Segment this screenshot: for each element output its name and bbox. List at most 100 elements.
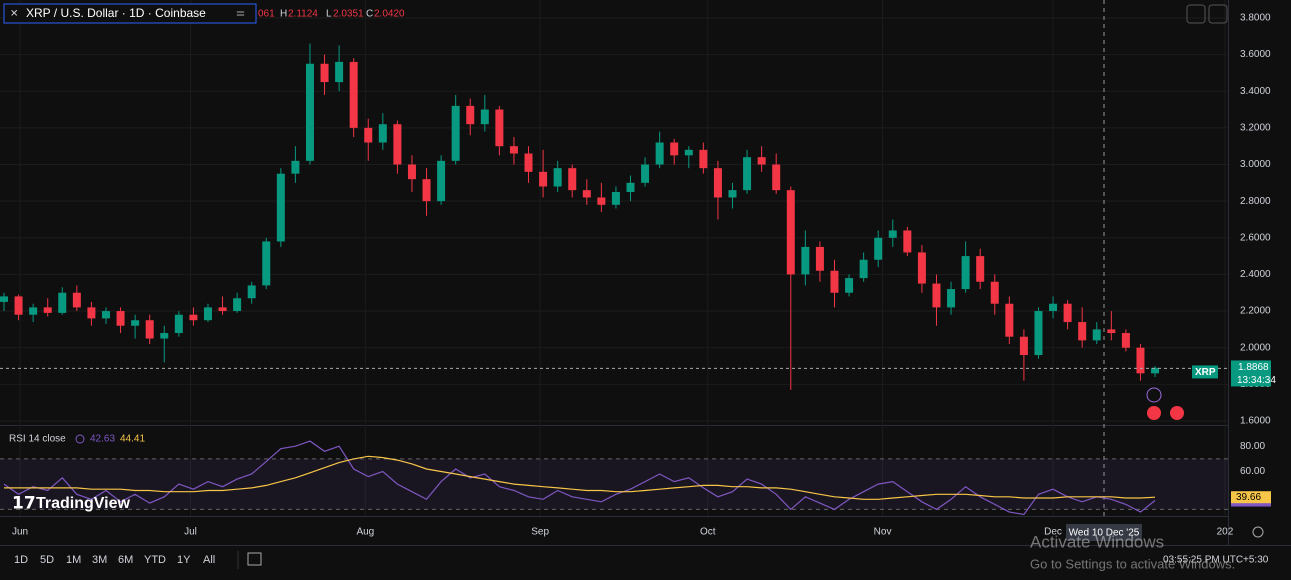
candle-body (845, 278, 854, 293)
candle-body (859, 259, 868, 279)
candle-body (29, 307, 38, 315)
candle-body (917, 252, 926, 284)
range-button[interactable]: YTD (144, 554, 166, 566)
rsi-value-label: 39.66 (1236, 492, 1261, 503)
x-tick-label: Aug (356, 527, 374, 538)
symbol-tag: XRP (1195, 367, 1216, 378)
rsi-ma-legend-value: 44.41 (120, 434, 145, 445)
rsi-band (0, 458, 1228, 510)
x-tick-label: 202 (1217, 527, 1234, 538)
candle-body (976, 256, 985, 282)
range-button[interactable]: 5D (40, 554, 54, 566)
event-icon[interactable] (1147, 406, 1161, 420)
x-tick-label: Oct (700, 527, 716, 538)
candle-body (597, 197, 606, 205)
candle-body (684, 149, 693, 156)
y-tick-label: 3.4000 (1240, 86, 1271, 97)
rsi-settings-icon[interactable] (75, 434, 85, 444)
symbol-tag-bg (1192, 365, 1218, 379)
y-tick-label: 3.6000 (1240, 49, 1271, 60)
range-button[interactable]: 1M (66, 554, 81, 566)
y-tick-label: 2.6000 (1240, 232, 1271, 243)
candle-body (524, 153, 533, 172)
candle-body (1107, 329, 1116, 334)
rsi-value-tag (1231, 491, 1271, 504)
candle-body (218, 307, 227, 312)
candle-body (1019, 336, 1028, 356)
candle-body (874, 237, 883, 260)
range-button[interactable]: 1D (14, 554, 28, 566)
symbol-title: XRP / U.S. Dollar · 1D · Coinbase (26, 6, 206, 20)
candle-body (947, 289, 956, 308)
candle-body (189, 314, 198, 321)
download-button[interactable] (1186, 4, 1206, 24)
candle-body (815, 246, 824, 271)
price-tag-bg (1231, 360, 1271, 387)
candle-body (990, 281, 999, 304)
rsi-line (4, 455, 1156, 500)
event-icon[interactable] (1146, 387, 1162, 403)
event-icon[interactable] (1170, 406, 1184, 420)
more-icon[interactable]: ⚌ (236, 8, 245, 19)
candle-body (1151, 367, 1160, 374)
high-value: 2.1124 (288, 9, 318, 20)
candle-body (320, 63, 329, 83)
candle-body (786, 190, 795, 275)
y-tick-label: 3.2000 (1240, 123, 1271, 134)
y-tick-label: 60.00 (1240, 466, 1265, 477)
rsi-line (3, 440, 1156, 516)
x-tick-label: Jul (184, 527, 197, 538)
candle-body (903, 230, 912, 253)
settings-icon[interactable] (1252, 526, 1264, 538)
candle-body (626, 182, 635, 192)
candle-body (757, 157, 766, 165)
close-icon[interactable]: ✕ (10, 9, 18, 20)
candle-body (670, 142, 679, 156)
candle-body (1078, 322, 1087, 341)
candle-body (43, 307, 52, 313)
y-tick-label: 2.8000 (1240, 196, 1271, 207)
candle-body (932, 283, 941, 308)
y-tick-label: 2.4000 (1240, 269, 1271, 280)
symbol-box[interactable] (3, 3, 257, 24)
brand: TradingView (36, 495, 131, 512)
y-tick-label: 2.0000 (1240, 342, 1271, 353)
date-range-button[interactable] (247, 552, 262, 566)
y-tick-label: 1.6000 (1240, 416, 1271, 427)
range-button[interactable]: All (203, 554, 215, 566)
candle-body (1121, 333, 1130, 348)
candle-body (174, 314, 183, 334)
candle-body (131, 320, 140, 326)
candle-body (451, 105, 460, 161)
low-letter: L (326, 9, 332, 20)
candle-body (87, 307, 96, 319)
low-value: 2.0351 (333, 9, 364, 20)
candle-body (335, 61, 344, 83)
crosshair-date: Wed 10 Dec '25 (1069, 528, 1140, 539)
rsi-title: RSI 14 close (9, 434, 66, 445)
candle-body (553, 168, 562, 187)
y-tick-label: 80.00 (1240, 441, 1265, 452)
candle-body (407, 164, 416, 180)
brand-logo: 𝟭𝟳 (12, 493, 36, 512)
clock: 03:55:25 PM UTC+5:30 (1163, 555, 1269, 566)
crosshair-date-bg (1066, 524, 1142, 541)
candle-body (801, 246, 810, 275)
candle-body (641, 164, 650, 183)
candle-body (1063, 303, 1072, 323)
candle-body (1136, 347, 1145, 374)
high-letter: H (280, 9, 287, 20)
candle-body (743, 157, 752, 191)
x-tick-label: Sep (531, 527, 549, 538)
range-button[interactable]: 1Y (177, 554, 191, 566)
range-button[interactable]: 3M (92, 554, 107, 566)
candle-body (160, 333, 169, 339)
candle-body (1005, 303, 1014, 337)
fullscreen-button[interactable] (1208, 4, 1228, 24)
candle-body (495, 109, 504, 147)
candle-body (480, 109, 489, 125)
candle-body (145, 320, 154, 339)
range-button[interactable]: 6M (118, 554, 133, 566)
y-tick-label: 3.0000 (1240, 159, 1271, 170)
